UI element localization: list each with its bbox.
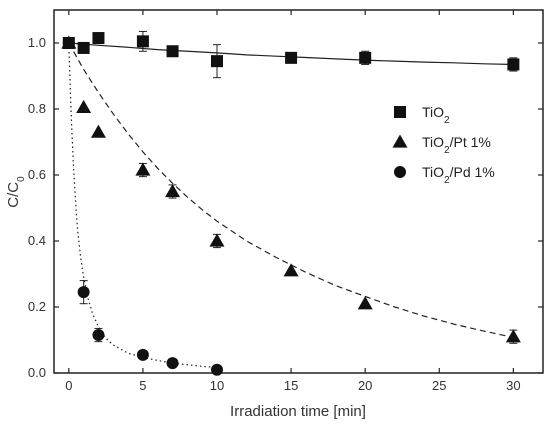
data-point-square [359,51,372,64]
y-tick-labels: 0.0 0.2 0.4 0.6 0.8 1.0 [28,35,46,380]
legend-label: TiO2/Pt 1% [422,134,491,156]
data-point-triangle [357,296,373,310]
data-point-triangle [209,233,225,247]
fit-lines [68,42,514,368]
data-point-circle [166,357,179,370]
data-point-circle [77,286,90,299]
x-tick-label: 0 [65,378,72,393]
data-point-square [166,45,179,58]
legend: TiO2 TiO2/Pt 1% TiO2/Pd 1% [392,104,495,186]
plot-area [53,9,544,374]
x-tick-label: 10 [210,378,224,393]
y-tick-label: 0.2 [28,299,46,314]
data-point-circle [211,363,223,376]
y-tick-label: 1.0 [28,35,46,50]
data-point-circle [62,37,75,49]
data-point-triangle [165,184,181,198]
data-point-square [507,58,520,71]
axis-ticks [54,10,543,374]
data-point-triangle [135,162,151,176]
data-point-square [92,32,105,45]
fit-line-triangle [68,42,514,338]
data-point-triangle [90,124,106,138]
legend-label: TiO2/Pd 1% [422,164,495,186]
data-point-square [211,55,223,68]
legend-marker-triangle [392,134,408,148]
data-markers [61,32,521,376]
y-tick-label: 0.6 [28,167,46,182]
legend-marker-square [394,106,406,118]
data-point-triangle [76,99,92,113]
data-point-circle [136,348,149,361]
plot-frame [53,9,544,374]
legend-marker-circle [394,166,406,178]
x-tick-label: 30 [506,378,520,393]
error-bars [79,30,518,344]
x-tick-label: 5 [139,378,146,393]
fit-line-circle [68,42,218,368]
y-axis-title: C/C0 [5,176,27,208]
y-tick-label: 0.4 [28,233,46,248]
x-tick-label: 15 [284,378,298,393]
data-point-triangle [505,329,521,343]
legend-label: TiO2 [422,104,450,126]
x-axis-title: Irradiation time [min] [230,403,366,420]
x-tick-label: 25 [432,378,446,393]
y-tick-label: 0.0 [28,365,46,380]
data-point-triangle [283,263,299,277]
x-tick-label: 20 [358,378,372,393]
data-point-square [136,35,149,48]
data-point-square [285,51,298,64]
data-point-circle [92,329,105,342]
y-tick-label: 0.8 [28,101,46,116]
data-point-square [77,41,90,54]
x-tick-labels: 0 5 10 15 20 25 30 [65,378,520,393]
